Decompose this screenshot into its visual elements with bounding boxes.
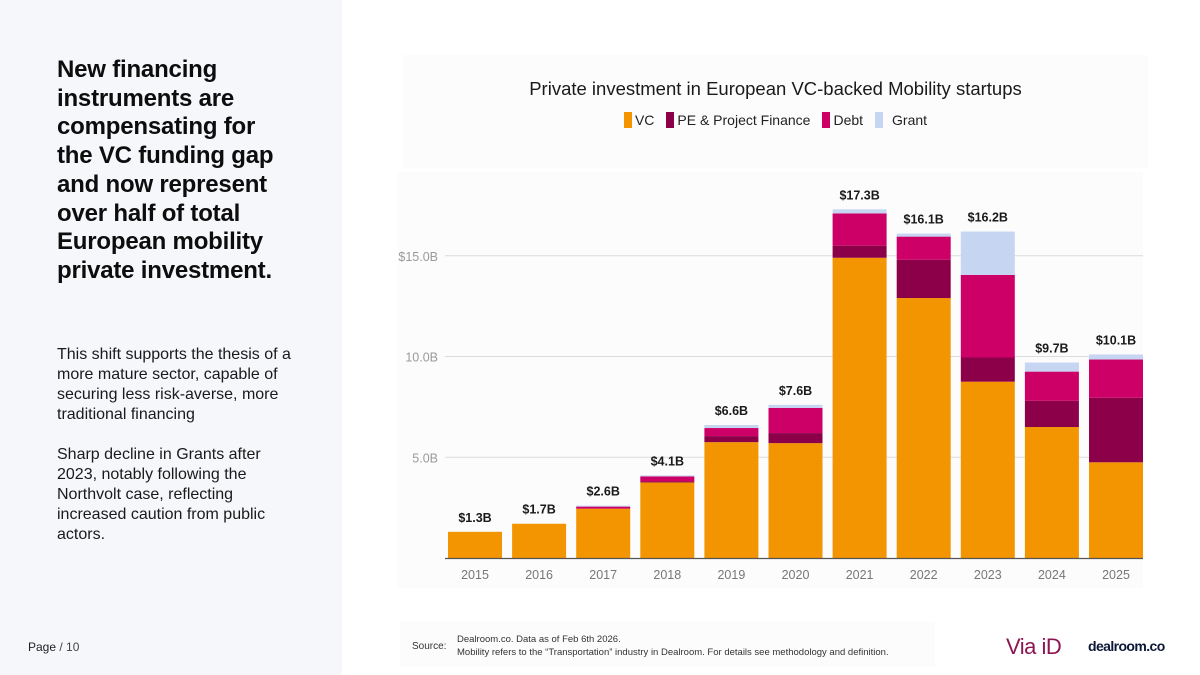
headline: New financing instruments are compensati… xyxy=(57,56,274,284)
source-line-1: Dealroom.co. Data as of Feb 6th 2026. xyxy=(457,634,621,645)
legend-label-grant: Grant xyxy=(892,112,928,128)
page-number: Page / 10 xyxy=(28,640,79,654)
legend-swatch-vc xyxy=(623,112,632,128)
paragraph-maturity: This shift supports the thesis of a more… xyxy=(57,346,291,423)
source-panel xyxy=(400,622,935,667)
chart-title: Private investment in European VC-backed… xyxy=(529,78,1022,99)
source-text: Dealroom.co. Data as of Feb 6th 2026. Mo… xyxy=(457,633,889,659)
legend-label-vc: VC xyxy=(634,112,655,128)
legend-swatch-pe xyxy=(666,112,675,128)
legend-label-pe: PE & Project Finance xyxy=(677,112,811,128)
page-label: Page xyxy=(28,640,57,654)
viaid-logo: Via iD xyxy=(1006,634,1062,659)
legend-swatch-debt xyxy=(822,112,831,128)
chart-title-panel xyxy=(403,55,1148,168)
legend-item-grant: Grant xyxy=(875,112,927,128)
legend-swatch-grant xyxy=(875,112,884,128)
paragraph-grants: Sharp decline in Grants after 2023, nota… xyxy=(57,446,266,543)
page-total: / 10 xyxy=(59,640,80,654)
legend-item-vc: VC xyxy=(623,112,655,128)
legend-item-pe: PE & Project Finance xyxy=(666,112,810,128)
body-text: This shift supports the thesis of a more… xyxy=(57,345,297,545)
chart-panel xyxy=(398,172,1143,588)
source-line-2: Mobility refers to the “Transportation” … xyxy=(457,647,889,658)
source-label: Source: xyxy=(412,641,447,652)
legend-label-debt: Debt xyxy=(833,112,864,128)
dealroom-logo: dealroom.co xyxy=(1088,638,1165,654)
legend-item-debt: Debt xyxy=(822,112,863,128)
left-panel: New financing instruments are compensati… xyxy=(0,0,342,675)
chart-legend: VC PE & Project Finance Debt Grant xyxy=(403,112,1148,128)
